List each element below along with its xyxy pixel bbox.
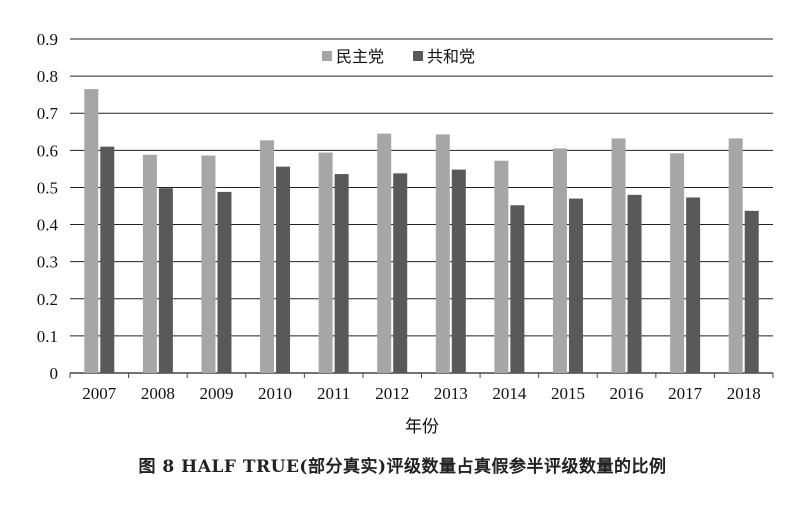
- bar-democrat-2007: [84, 89, 99, 373]
- x-tick-label: 2016: [610, 384, 644, 403]
- x-tick-label: 2012: [375, 384, 409, 403]
- y-tick-label: 0.8: [37, 67, 58, 86]
- x-tick-label: 2015: [551, 384, 585, 403]
- y-tick-label: 0.7: [37, 104, 59, 123]
- bar-republican-2010: [276, 166, 291, 373]
- bar-democrat-2009: [201, 155, 216, 373]
- bar-democrat-2014: [494, 160, 509, 373]
- bar-democrat-2015: [552, 148, 567, 373]
- x-tick-label: 2011: [317, 384, 350, 403]
- y-tick-label: 0.2: [37, 290, 58, 309]
- y-tick-label: 0: [50, 364, 59, 383]
- legend-label: 民主党: [336, 47, 384, 66]
- bar-republican-2018: [744, 210, 759, 373]
- x-tick-label: 2018: [727, 384, 761, 403]
- bar-chart: 00.10.20.30.40.50.60.70.80.9 2007 2008 200…: [37, 30, 774, 437]
- bar-republican-2013: [451, 169, 466, 373]
- bar-republican-2015: [568, 198, 583, 373]
- y-tick-label: 0.9: [37, 30, 58, 49]
- gridlines: [69, 38, 774, 378]
- bar-democrat-2012: [377, 133, 392, 373]
- legend-swatch: [413, 51, 423, 61]
- bar-republican-2017: [686, 197, 701, 373]
- x-tick-label: 2008: [141, 384, 175, 403]
- bar-democrat-2016: [611, 138, 626, 373]
- bar-democrat-2010: [260, 140, 275, 373]
- bar-republican-2012: [393, 173, 408, 373]
- x-axis-ticks: 2007 2008 2009 2010 2011 2012 2013 2014 2015 2016…: [82, 384, 760, 403]
- bar-democrat-2018: [728, 138, 743, 373]
- legend-swatch: [322, 51, 332, 61]
- figure-caption: 图 8 HALF TRUE(部分真实)评级数量占真假参半评级数量的比例: [138, 457, 667, 477]
- bar-republican-2016: [627, 194, 642, 373]
- y-tick-label: 0.1: [37, 327, 58, 346]
- bar-republican-2014: [510, 205, 525, 373]
- bar-republican-2007: [100, 146, 115, 373]
- x-tick-label: 2010: [258, 384, 292, 403]
- y-tick-label: 0.3: [37, 253, 58, 272]
- legend-label: 共和党: [427, 47, 475, 66]
- bar-democrat-2011: [318, 152, 333, 373]
- y-tick-label: 0.6: [37, 141, 58, 160]
- y-tick-label: 0.5: [37, 178, 58, 197]
- bar-democrat-2008: [142, 154, 157, 373]
- x-tick-label: 2014: [492, 384, 527, 403]
- x-tick-label: 2013: [434, 384, 468, 403]
- bar-republican-2009: [217, 191, 232, 373]
- bar-democrat-2017: [670, 153, 685, 373]
- y-axis-ticks: 0 0.1 0.2 0.3 0.4 0.5 0.6 0.7 0.8 0.9: [37, 30, 59, 383]
- x-tick-label: 2007: [82, 384, 117, 403]
- x-tick-label: 2017: [668, 384, 703, 403]
- bar-republican-2008: [158, 188, 173, 373]
- legend: 民主党 共和党: [322, 47, 475, 66]
- bar-democrat-2013: [435, 134, 450, 373]
- x-tick-label: 2009: [199, 384, 233, 403]
- x-axis-label: 年份: [405, 417, 439, 437]
- bar-republican-2011: [334, 174, 349, 373]
- bars: [84, 89, 759, 373]
- y-tick-label: 0.4: [37, 216, 59, 235]
